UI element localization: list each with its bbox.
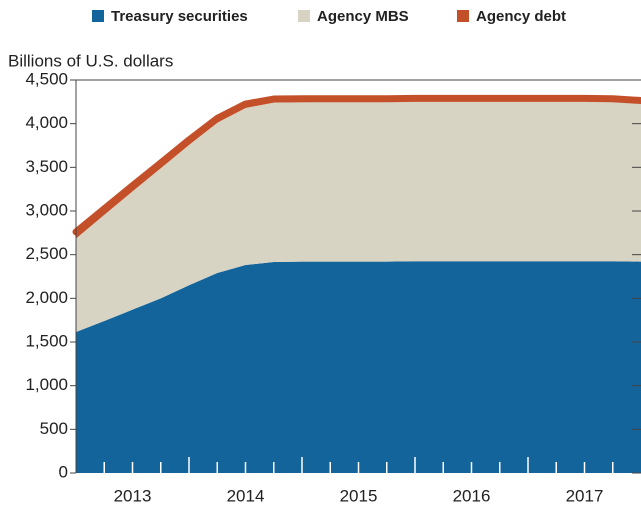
x-tick-label: 2013 (114, 486, 152, 505)
x-tick-label: 2014 (227, 486, 265, 505)
area (76, 261, 641, 473)
y-tick-label: 1,500 (25, 331, 68, 350)
y-tick-label: 3,500 (25, 157, 68, 176)
y-tick-label: 2,500 (25, 244, 68, 263)
x-tick-label: 2015 (340, 486, 378, 505)
legend-swatch (92, 10, 104, 22)
area (76, 99, 641, 332)
y-tick-label: 500 (40, 419, 68, 438)
y-tick-label: 2,000 (25, 288, 68, 307)
y-tick-label: 0 (59, 462, 68, 481)
legend-label: Agency debt (476, 8, 566, 25)
y-tick-label: 3,000 (25, 200, 68, 219)
y-tick-label: 4,000 (25, 113, 68, 132)
legend-label: Agency MBS (317, 8, 409, 25)
legend-swatch (457, 10, 469, 22)
area-edge (72, 94, 641, 236)
x-tick-label: 2016 (453, 486, 491, 505)
y-tick-label: 1,000 (25, 375, 68, 394)
y-axis-label: Billions of U.S. dollars (8, 51, 173, 70)
x-tick-label: 2017 (566, 486, 604, 505)
legend-label: Treasury securities (111, 8, 248, 25)
legend-swatch (298, 10, 310, 22)
y-tick-label: 4,500 (25, 69, 68, 88)
